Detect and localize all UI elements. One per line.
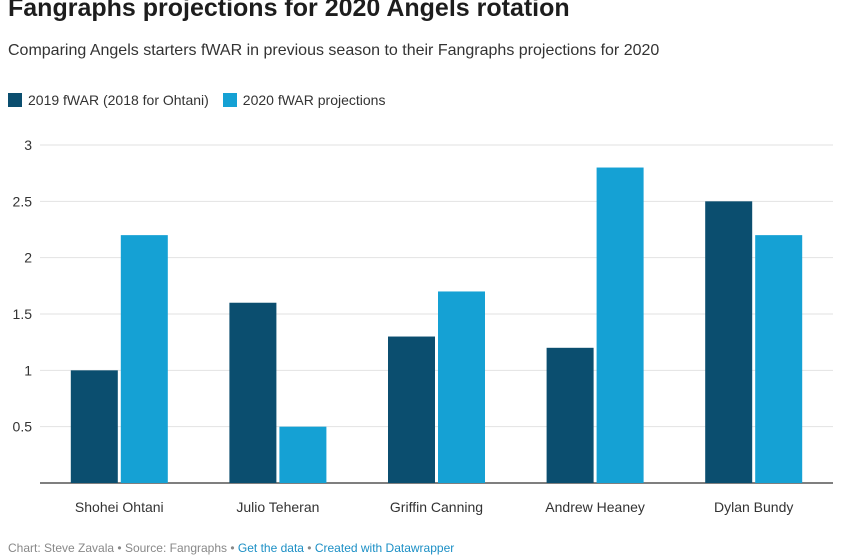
y-tick-label: 3 [24, 137, 32, 153]
x-tick-label: Dylan Bundy [714, 499, 793, 515]
bar-2019-griffin-canning [388, 336, 435, 483]
x-tick-label: Julio Teheran [236, 499, 319, 515]
footer-credit: Chart: Steve Zavala [8, 541, 115, 555]
legend-swatch-2019 [8, 93, 22, 107]
bar-2020-shohei-ohtani [120, 235, 168, 483]
bar-2020-julio-teheran [279, 426, 327, 483]
x-tick-label: Andrew Heaney [545, 499, 645, 515]
legend-item-2019: 2019 fWAR (2018 for Ohtani) [8, 92, 209, 108]
y-tick-label: 0.5 [13, 419, 33, 435]
legend-label-2019: 2019 fWAR (2018 for Ohtani) [28, 92, 209, 108]
legend-item-2020: 2020 fWAR projections [222, 92, 386, 108]
legend-swatch-2020 [222, 93, 237, 107]
legend: 2019 fWAR (2018 for Ohtani) 2020 fWAR pr… [8, 92, 399, 108]
chart-footer: Chart: Steve Zavala • Source: Fangraphs … [8, 541, 454, 555]
bar-2019-julio-teheran [229, 302, 277, 483]
chart-subtitle: Comparing Angels starters fWAR in previo… [8, 42, 660, 59]
y-tick-label: 1 [24, 362, 32, 378]
footer-source: Source: Fangraphs [124, 541, 228, 555]
footer-separator: • [307, 541, 312, 555]
x-tick-label: Shohei Ohtani [75, 499, 164, 515]
bar-2020-dylan-bundy [755, 235, 803, 483]
bar-2020-griffin-canning [438, 291, 485, 483]
bar-2020-andrew-heaney [596, 167, 644, 484]
chart-title: Fangraphs projections for 2020 Angels ro… [8, 0, 570, 22]
y-tick-label: 2.5 [13, 193, 33, 209]
y-tick-label: 1.5 [13, 306, 33, 322]
x-tick-label: Griffin Canning [390, 499, 483, 515]
datawrapper-link[interactable]: Created with Datawrapper [314, 541, 455, 555]
bar-2019-dylan-bundy [705, 201, 753, 484]
y-tick-label: 2 [24, 250, 32, 266]
get-data-link[interactable]: Get the data [237, 541, 304, 555]
bar-2019-shohei-ohtani [70, 370, 118, 483]
legend-label-2020: 2020 fWAR projections [242, 92, 386, 108]
footer-separator: • [230, 541, 235, 555]
bar-2019-andrew-heaney [546, 347, 594, 483]
footer-separator: • [117, 541, 122, 555]
